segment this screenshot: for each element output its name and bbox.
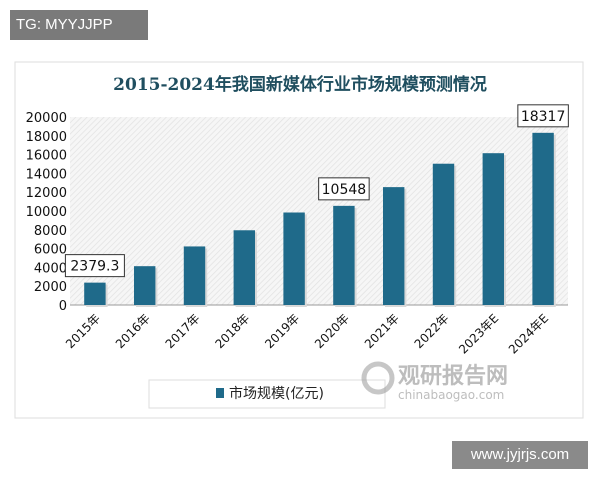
watermark-top-left: TG: MYYJJPP [10, 10, 148, 40]
bar [84, 282, 106, 305]
y-tick-label: 16000 [26, 149, 67, 164]
y-tick-label: 10000 [26, 205, 67, 220]
legend [148, 379, 386, 409]
bar [233, 230, 256, 305]
y-tick-label: 0 [59, 299, 67, 314]
bar [532, 132, 554, 305]
legend-swatch [216, 388, 224, 398]
bar [333, 205, 355, 305]
bar [382, 187, 405, 305]
data-label: 2379.3 [70, 259, 119, 275]
logo-en: chinabaogao.com [398, 388, 504, 402]
y-tick-label: 20000 [26, 111, 67, 126]
data-label-box [318, 177, 370, 201]
chart-title: 2015-2024年我国新媒体行业市场规模预测情况 [113, 74, 487, 95]
legend-label: 市场规模(亿元) [229, 385, 324, 402]
bar [283, 212, 305, 305]
y-tick-label: 12000 [26, 186, 67, 201]
logo-icon [361, 361, 395, 395]
y-tick-label: 6000 [34, 243, 67, 258]
bar [482, 153, 505, 305]
data-label: 18317 [521, 109, 566, 125]
y-tick-label: 2000 [34, 280, 67, 295]
y-tick-label: 8000 [34, 224, 67, 239]
data-label: 10548 [322, 182, 367, 198]
watermark-bottom-right: www.jyjrjs.com [452, 441, 588, 469]
data-label-box [64, 254, 125, 278]
watermark-logo: 观研报告网 chinabaogao.com [361, 361, 508, 402]
y-tick-label: 4000 [34, 261, 67, 276]
logo-cn: 观研报告网 [398, 364, 508, 389]
bar [133, 266, 156, 305]
bar [183, 246, 206, 305]
y-tick-label: 14000 [26, 167, 67, 182]
data-label-box [517, 104, 569, 128]
y-tick-label: 18000 [26, 130, 67, 145]
bar [432, 163, 455, 305]
